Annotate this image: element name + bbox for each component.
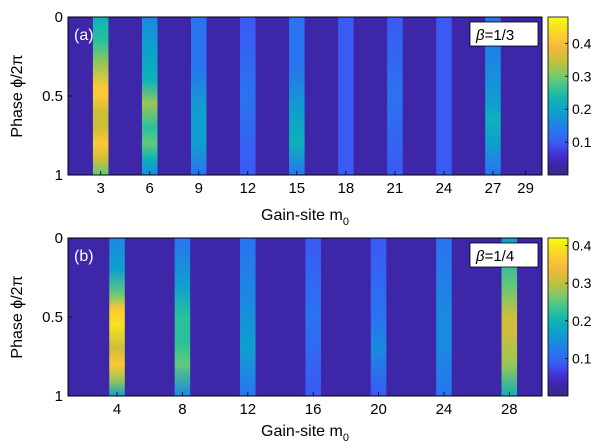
beta-annotation-b: β=1/4 (475, 248, 514, 265)
heatmap-column-28 (501, 238, 518, 396)
colorbar-gradient-b (548, 238, 568, 396)
colorbar-tick-label: 0.1 (572, 134, 592, 150)
colorbar-tick-label: 0.4 (572, 238, 592, 254)
colorbar-b: 0.1 0.2 0.3 0.4 (547, 237, 592, 397)
x-tick-label: 16 (305, 401, 322, 418)
x-tick-label: 27 (485, 180, 502, 197)
heatmap-column-24 (436, 17, 452, 175)
y-tick-label: 0 (55, 9, 63, 26)
heatmap-column-24 (436, 238, 452, 396)
beta-annotation-a: β=1/3 (475, 27, 514, 44)
x-tick-label: 3 (97, 180, 105, 197)
y-tick-label: 1 (55, 388, 63, 405)
heatmap-column-21 (387, 17, 403, 175)
x-tick-label: 12 (239, 180, 256, 197)
x-axis-label-a: Gain-site m0 (261, 207, 349, 228)
heatmap-column-18 (338, 17, 354, 175)
colorbar-frame-a (547, 16, 569, 176)
panel-a: 3 6 9 12 15 18 21 24 27 29 00.51 (a) β=1/3 Gain-s… (9, 9, 592, 228)
panel-label-a: (a) (74, 27, 94, 44)
annotation-box-a (469, 21, 539, 47)
y-tick-label: 1 (55, 167, 63, 184)
colorbar-tick-label: 0.2 (572, 313, 592, 329)
colorbar-tick-label: 0.4 (572, 35, 592, 51)
y-tick-label: 0 (55, 230, 63, 247)
heatmap-columns-a (92, 17, 501, 175)
heatmap-column-3 (92, 17, 109, 175)
heatmap-column-9 (190, 17, 207, 175)
heatmap-column-27 (485, 17, 501, 175)
x-tick-label: 8 (178, 401, 186, 418)
x-tick-label: 4 (113, 401, 121, 418)
x-tick-label: 24 (436, 401, 453, 418)
heatmap-column-6 (141, 17, 158, 175)
x-tick-label: 15 (288, 180, 305, 197)
x-tick-label: 18 (338, 180, 355, 197)
colorbar-tick-label: 0.3 (572, 68, 592, 84)
heatmap-column-12 (240, 238, 256, 396)
annotation-box-b (469, 242, 539, 268)
colorbar-ticks-b: 0.1 0.2 0.3 0.4 (565, 238, 592, 366)
heatmap-column-8 (174, 238, 191, 396)
heatmap-column-16 (305, 238, 321, 396)
x-tick-label: 29 (517, 180, 534, 197)
y-axis-label-a: Phase ϕ/2π (9, 54, 26, 137)
colorbar-tick-label: 0.1 (572, 350, 592, 366)
heatmap-column-4 (109, 238, 125, 396)
plot-area-b (68, 238, 542, 396)
x-tick-label: 20 (370, 401, 387, 418)
colorbar-a: 0.1 0.2 0.3 0.4 (547, 16, 592, 176)
x-axis-label-b: Gain-site m0 (261, 423, 349, 443)
x-tick-label: 28 (501, 401, 518, 418)
heatmap-column-15 (289, 17, 305, 175)
panel-b: 4 8 12 16 20 24 28 00.51 (b) β=1/4 Gain-site m… (9, 230, 592, 444)
colorbar-ticks-a: 0.1 0.2 0.3 0.4 (565, 35, 592, 150)
x-tick-label: 24 (436, 180, 453, 197)
y-ticks-a: 00.51 (42, 9, 72, 184)
x-tick-label: 21 (387, 180, 404, 197)
colorbar-frame-b (547, 237, 569, 397)
x-tick-label: 12 (239, 401, 256, 418)
x-ticks-b: 4 8 12 16 20 24 28 (113, 392, 518, 418)
y-axis-label-b: Phase ϕ/2π (9, 275, 26, 358)
heatmap-column-12 (240, 17, 256, 175)
y-ticks-b: 00.51 (42, 230, 72, 405)
y-tick-label: 0.5 (42, 309, 63, 326)
y-tick-label: 0.5 (42, 88, 63, 105)
colorbar-tick-label: 0.3 (572, 275, 592, 291)
heatmap-column-20 (370, 238, 387, 396)
heatmap-columns-b (109, 238, 518, 396)
colorbar-tick-label: 0.2 (572, 101, 592, 117)
x-tick-label: 9 (195, 180, 203, 197)
x-ticks-a: 3 6 9 12 15 18 21 24 27 29 (97, 171, 534, 197)
x-tick-label: 6 (146, 180, 154, 197)
colorbar-gradient-a (548, 17, 568, 175)
panel-label-b: (b) (74, 248, 94, 265)
